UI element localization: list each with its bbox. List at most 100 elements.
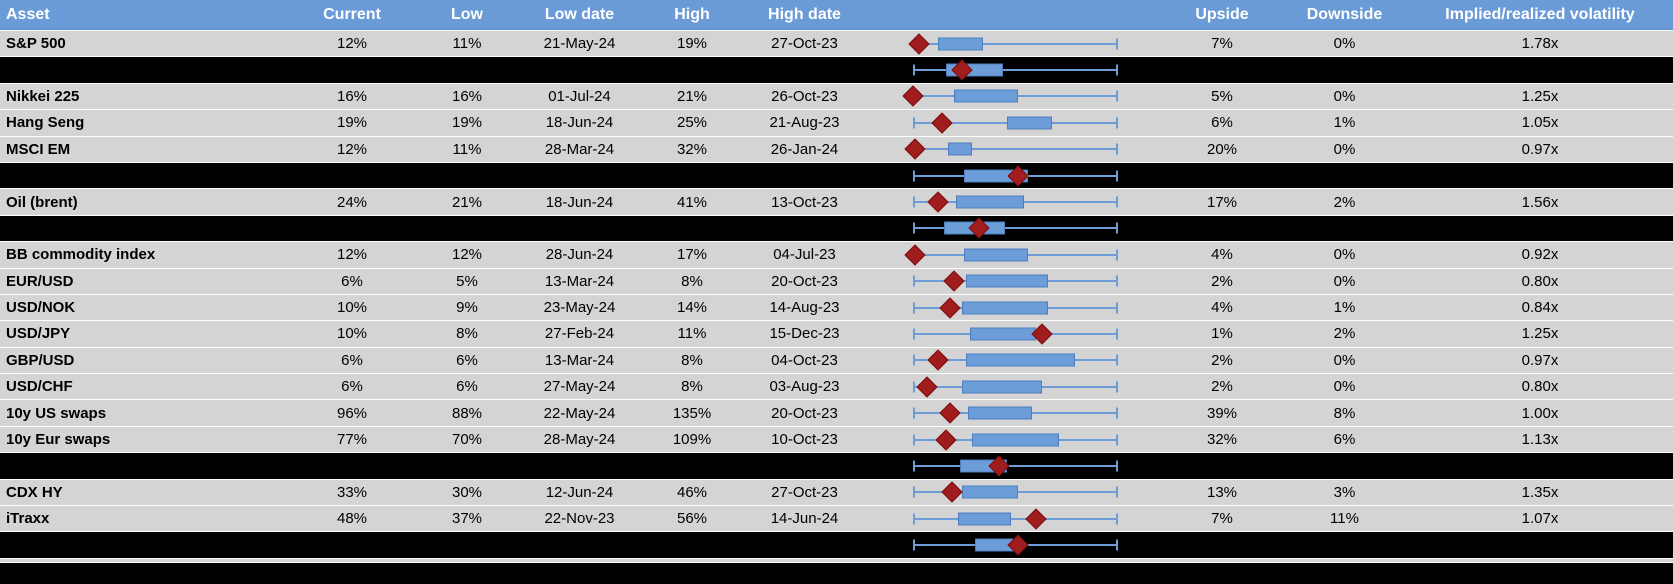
low-vol-cell[interactable]: 11%: [452, 140, 482, 158]
low-vol-cell[interactable]: 5%: [456, 272, 478, 290]
asset-name-cell[interactable]: USD/CHF: [6, 378, 73, 396]
low-vol-cell[interactable]: 12%: [451, 246, 483, 264]
high-date-cell[interactable]: 10-Oct-23: [771, 431, 838, 449]
current-vol-cell[interactable]: 12%: [336, 140, 368, 158]
upside-cell[interactable]: 7%: [1211, 510, 1233, 528]
implied-realized-cell[interactable]: 1.78x: [1521, 35, 1559, 53]
current-vol-cell[interactable]: 6%: [341, 378, 363, 396]
high-vol-cell[interactable]: 41%: [676, 193, 708, 211]
low-date-cell[interactable]: 12-Jun-24: [545, 483, 614, 501]
low-date-cell[interactable]: 28-Jun-24: [545, 246, 614, 264]
high-date-cell[interactable]: 26-Jan-24: [770, 140, 839, 158]
current-vol-cell[interactable]: 16%: [336, 87, 368, 105]
current-vol-cell[interactable]: 12%: [336, 246, 368, 264]
low-date-cell[interactable]: 13-Mar-24: [544, 272, 615, 290]
high-date-cell[interactable]: 14-Jun-24: [770, 510, 839, 528]
low-vol-cell[interactable]: 9%: [456, 299, 478, 317]
upside-cell[interactable]: 5%: [1211, 87, 1233, 105]
high-vol-cell[interactable]: 135%: [672, 404, 712, 422]
downside-cell[interactable]: 0%: [1333, 87, 1356, 105]
high-date-cell[interactable]: 13-Oct-23: [771, 193, 838, 211]
downside-cell[interactable]: 6%: [1333, 431, 1356, 449]
high-vol-cell[interactable]: 17%: [676, 246, 708, 264]
upside-cell[interactable]: 4%: [1211, 299, 1233, 317]
asset-name-cell[interactable]: Nikkei 225: [6, 87, 80, 105]
current-vol-cell[interactable]: 10%: [336, 299, 368, 317]
upside-cell[interactable]: 2%: [1211, 378, 1233, 396]
high-date-cell[interactable]: 20-Oct-23: [771, 272, 838, 290]
current-vol-cell[interactable]: 6%: [341, 351, 363, 369]
high-vol-cell[interactable]: 8%: [681, 272, 703, 290]
low-date-cell[interactable]: 28-May-24: [543, 431, 616, 449]
low-vol-cell[interactable]: 37%: [451, 510, 483, 528]
low-vol-cell[interactable]: 30%: [451, 483, 483, 501]
high-date-cell[interactable]: 26-Oct-23: [771, 87, 838, 105]
downside-cell[interactable]: 0%: [1333, 378, 1356, 396]
high-vol-cell[interactable]: 21%: [676, 87, 708, 105]
implied-realized-cell[interactable]: 0.80x: [1521, 378, 1559, 396]
high-date-cell[interactable]: 21-Aug-23: [769, 114, 840, 132]
asset-name-cell[interactable]: MSCI EM: [6, 140, 71, 158]
current-vol-cell[interactable]: 96%: [336, 404, 368, 422]
current-vol-cell[interactable]: 77%: [336, 431, 368, 449]
high-vol-cell[interactable]: 32%: [676, 140, 708, 158]
implied-realized-cell[interactable]: 0.97x: [1521, 351, 1559, 369]
high-date-cell[interactable]: 20-Oct-23: [771, 404, 838, 422]
downside-cell[interactable]: 3%: [1333, 483, 1356, 501]
high-vol-cell[interactable]: 14%: [676, 299, 708, 317]
upside-cell[interactable]: 17%: [1206, 193, 1238, 211]
asset-name-cell[interactable]: iTraxx: [6, 510, 50, 528]
high-date-cell[interactable]: 04-Jul-23: [773, 246, 836, 264]
low-vol-cell[interactable]: 8%: [456, 325, 478, 343]
upside-cell[interactable]: 13%: [1206, 483, 1238, 501]
downside-cell[interactable]: 0%: [1333, 351, 1356, 369]
low-date-cell[interactable]: 18-Jun-24: [545, 193, 614, 211]
current-vol-cell[interactable]: 19%: [336, 114, 368, 132]
high-vol-cell[interactable]: 19%: [676, 35, 708, 53]
low-vol-cell[interactable]: 11%: [452, 35, 482, 53]
asset-name-cell[interactable]: BB commodity index: [6, 246, 156, 264]
downside-cell[interactable]: 1%: [1333, 114, 1356, 132]
low-vol-cell[interactable]: 6%: [456, 351, 478, 369]
implied-realized-cell[interactable]: 0.92x: [1521, 246, 1559, 264]
asset-name-cell[interactable]: USD/NOK: [6, 299, 76, 317]
high-date-cell[interactable]: 27-Oct-23: [771, 483, 838, 501]
downside-cell[interactable]: 2%: [1333, 193, 1356, 211]
downside-cell[interactable]: 1%: [1333, 299, 1356, 317]
high-vol-cell[interactable]: 8%: [681, 378, 703, 396]
current-vol-cell[interactable]: 48%: [336, 510, 368, 528]
low-vol-cell[interactable]: 6%: [456, 378, 478, 396]
low-vol-cell[interactable]: 70%: [451, 431, 483, 449]
upside-cell[interactable]: 6%: [1211, 114, 1233, 132]
low-date-cell[interactable]: 22-May-24: [543, 404, 616, 422]
implied-realized-cell[interactable]: 1.35x: [1521, 483, 1559, 501]
low-date-cell[interactable]: 21-May-24: [543, 35, 616, 53]
upside-cell[interactable]: 32%: [1206, 431, 1238, 449]
downside-cell[interactable]: 11%: [1330, 510, 1359, 528]
current-vol-cell[interactable]: 33%: [336, 483, 368, 501]
high-vol-cell[interactable]: 56%: [676, 510, 708, 528]
upside-cell[interactable]: 39%: [1206, 404, 1238, 422]
upside-cell[interactable]: 1%: [1211, 325, 1233, 343]
low-date-cell[interactable]: 23-May-24: [543, 299, 616, 317]
implied-realized-cell[interactable]: 1.56x: [1521, 193, 1559, 211]
low-vol-cell[interactable]: 88%: [451, 404, 483, 422]
low-vol-cell[interactable]: 19%: [451, 114, 483, 132]
low-vol-cell[interactable]: 16%: [451, 87, 483, 105]
high-vol-cell[interactable]: 109%: [672, 431, 712, 449]
low-date-cell[interactable]: 27-May-24: [543, 378, 616, 396]
low-date-cell[interactable]: 22-Nov-23: [544, 510, 615, 528]
asset-name-cell[interactable]: Oil (brent): [6, 193, 78, 211]
asset-name-cell[interactable]: 10y Eur swaps: [6, 431, 111, 449]
asset-name-cell[interactable]: GBP/USD: [6, 351, 75, 369]
low-vol-cell[interactable]: 21%: [451, 193, 483, 211]
downside-cell[interactable]: 2%: [1333, 325, 1356, 343]
implied-realized-cell[interactable]: 0.80x: [1521, 272, 1559, 290]
low-date-cell[interactable]: 27-Feb-24: [544, 325, 615, 343]
high-date-cell[interactable]: 15-Dec-23: [769, 325, 840, 343]
implied-realized-cell[interactable]: 0.84x: [1521, 299, 1559, 317]
implied-realized-cell[interactable]: 1.13x: [1521, 431, 1559, 449]
downside-cell[interactable]: 0%: [1333, 140, 1356, 158]
implied-realized-cell[interactable]: 0.97x: [1521, 140, 1559, 158]
upside-cell[interactable]: 4%: [1211, 246, 1233, 264]
